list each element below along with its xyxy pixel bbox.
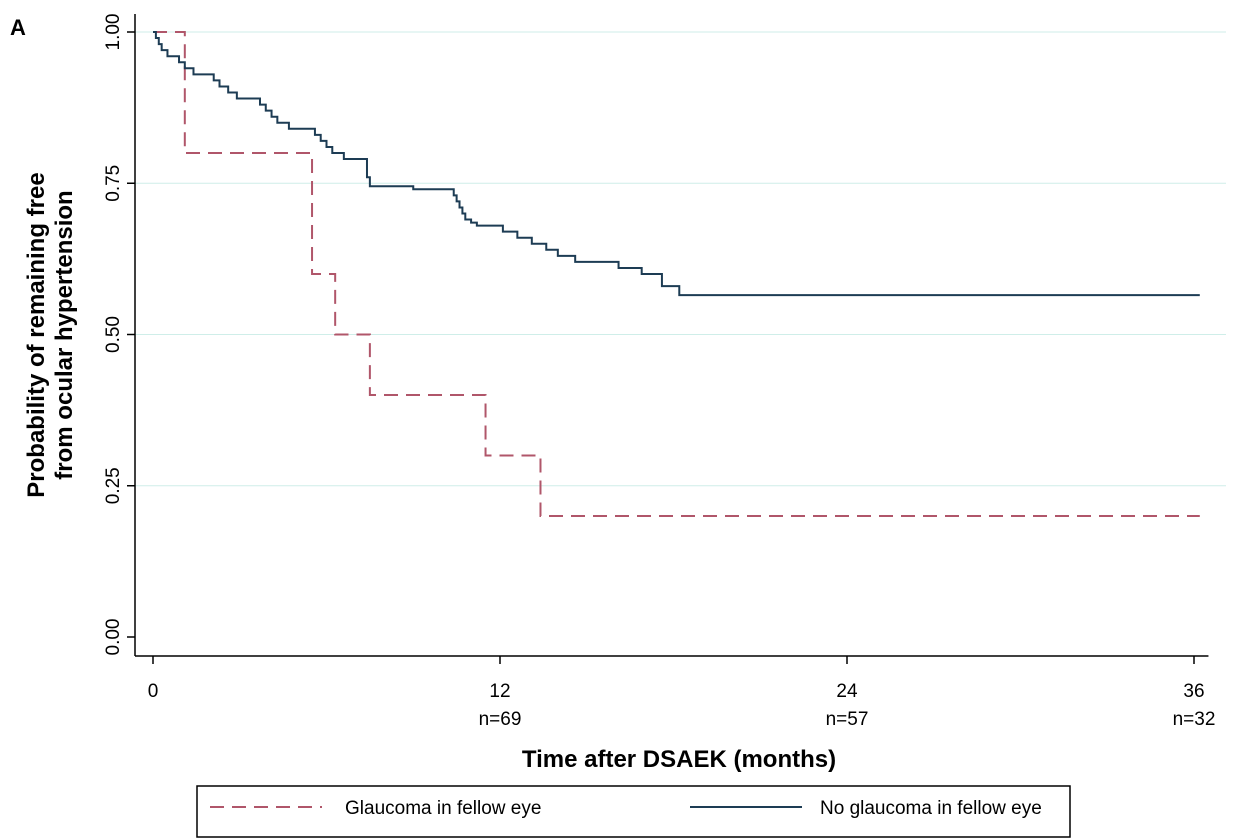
x-tick-label-3: 36 bbox=[1183, 681, 1204, 702]
panel-label: A bbox=[10, 15, 26, 40]
y-axis-ticks: 0.00 0.25 0.50 0.75 1.00 bbox=[103, 14, 135, 656]
x-risk-label-2: n=57 bbox=[826, 709, 869, 730]
x-risk-label-3: n=32 bbox=[1173, 709, 1216, 730]
y-tick-label-2: 0.50 bbox=[103, 316, 124, 353]
series-line-1 bbox=[153, 31, 1200, 297]
legend-label-no-glaucoma: No glaucoma in fellow eye bbox=[820, 798, 1042, 819]
x-tick-label-0: 0 bbox=[148, 681, 159, 702]
x-axis-title: Time after DSAEK (months) bbox=[522, 746, 836, 773]
gridlines bbox=[135, 31, 1226, 487]
legend-label-glaucoma: Glaucoma in fellow eye bbox=[345, 798, 541, 819]
y-tick-label-0: 0.00 bbox=[103, 619, 124, 656]
y-tick-label-4: 1.00 bbox=[103, 14, 124, 51]
x-tick-label-2: 24 bbox=[836, 681, 858, 702]
legend-box bbox=[196, 785, 1071, 838]
y-axis-title-line-2: from ocular hypertension bbox=[51, 190, 78, 479]
series-lines bbox=[153, 31, 1200, 517]
y-tick-label-1: 0.25 bbox=[103, 467, 124, 504]
series-line-0 bbox=[153, 31, 1200, 517]
y-axis-title-line-1: Probability of remaining free bbox=[23, 172, 50, 497]
legend: Glaucoma in fellow eye No glaucoma in fe… bbox=[196, 785, 1071, 838]
x-tick-label-1: 12 bbox=[489, 681, 510, 702]
x-axis-ticks: 0 12 n=69 24 n=57 36 n=32 bbox=[148, 656, 1216, 730]
x-risk-label-1: n=69 bbox=[479, 709, 522, 730]
y-tick-label-3: 0.75 bbox=[103, 165, 124, 202]
